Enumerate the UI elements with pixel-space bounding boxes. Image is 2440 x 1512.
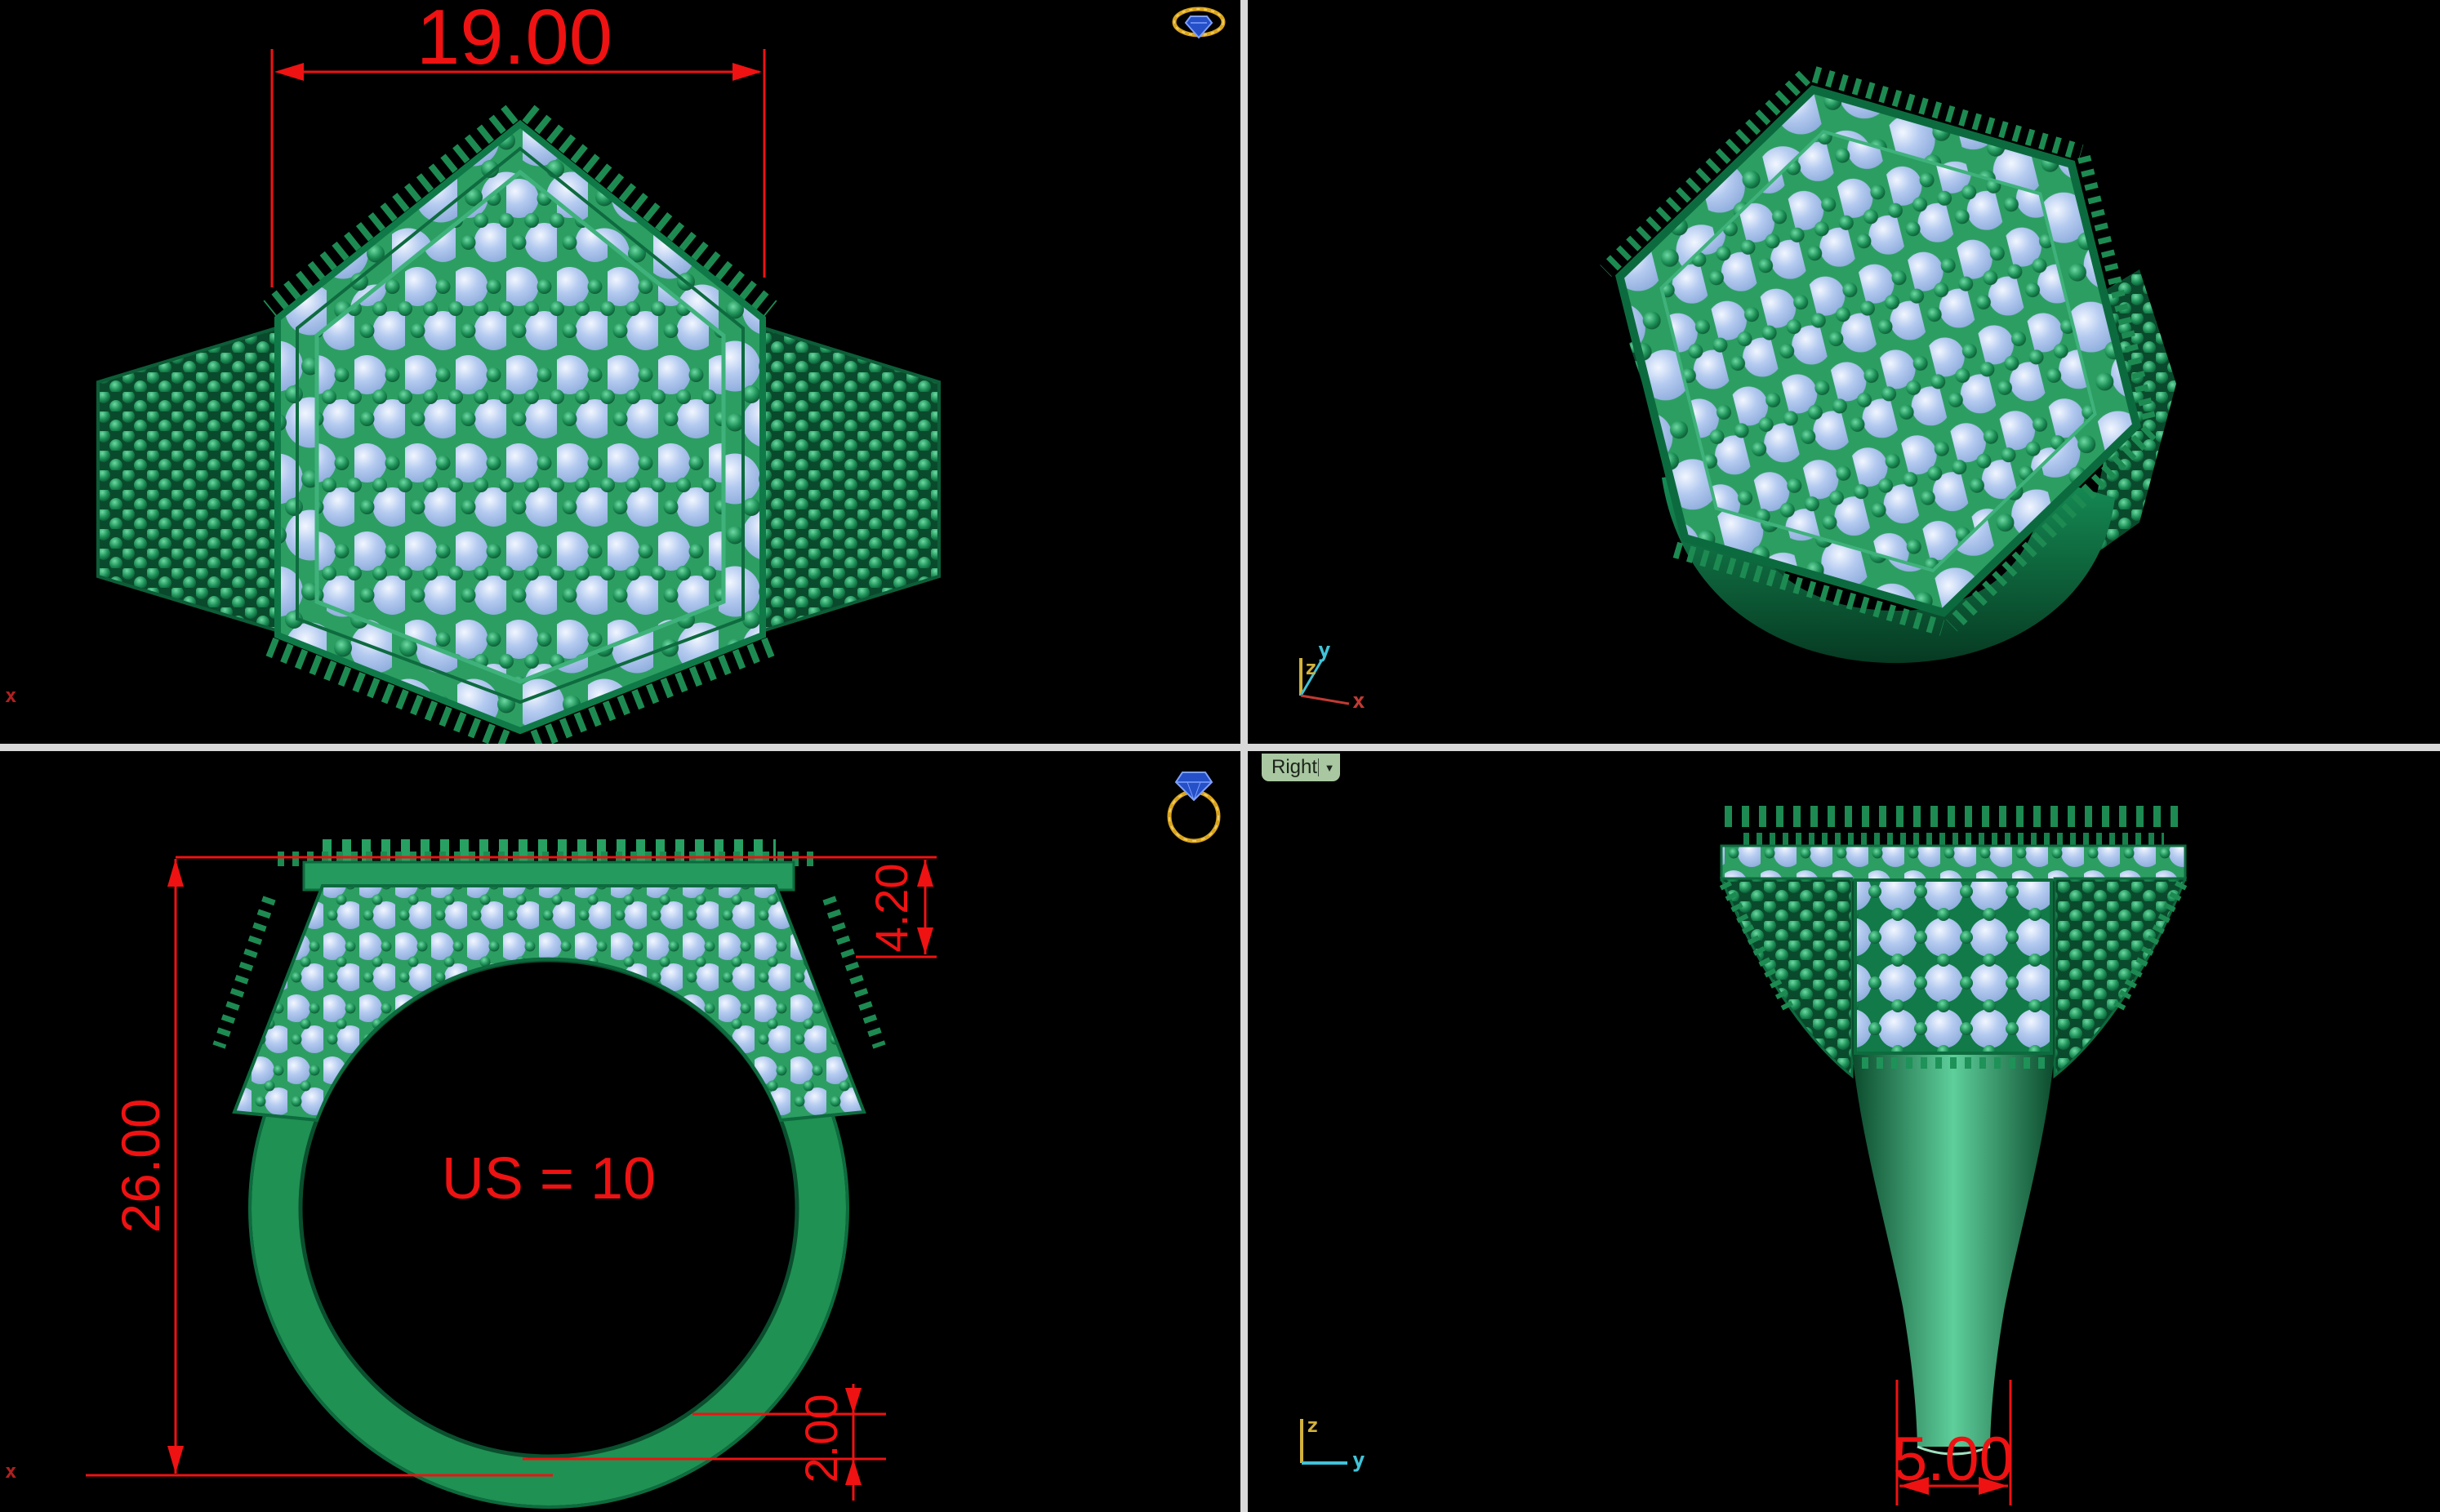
axis-x-label: x (5, 1460, 17, 1483)
vertical-splitter[interactable] (1240, 0, 1248, 1512)
right-view-render (1719, 806, 2188, 1505)
dim-shank-width: 5.00 (1893, 1425, 2014, 1494)
viewport-right-view[interactable] (1248, 750, 2440, 1512)
right-axis-gizmo (1300, 1419, 1347, 1465)
horizontal-splitter[interactable] (0, 744, 2440, 751)
tab-separator (1318, 758, 1319, 776)
ring-size-label: US = 10 (441, 1146, 657, 1212)
viewport-front-view[interactable] (0, 750, 1241, 1512)
viewport-perspective-view[interactable] (1248, 0, 2440, 744)
perspective-render (1600, 66, 2176, 664)
dim-head-height: 4.20 (866, 863, 917, 953)
front-view-render (86, 839, 937, 1509)
dim-band-thickness: 2.00 (795, 1394, 847, 1483)
ring-side-icon (1172, 7, 1226, 39)
perspective-axis-gizmo (1299, 658, 1350, 705)
axis-x-label: x (5, 684, 17, 707)
chevron-down-icon[interactable]: ▼ (1324, 761, 1335, 774)
viewport-title-tab[interactable]: Right ▼ (1262, 754, 1340, 781)
axis-y-label: y (1318, 638, 1331, 663)
ring-front-icon (1167, 772, 1221, 843)
dim-total-height: 26.00 (110, 1098, 171, 1234)
viewport-title[interactable]: Right (1271, 756, 1318, 778)
axis-x-label: x (1352, 689, 1365, 714)
axis-z-label: z (1305, 656, 1317, 679)
viewport-top-view[interactable] (0, 0, 1241, 744)
top-view-render (96, 49, 941, 744)
dim-head-width: 19.00 (416, 0, 613, 81)
axis-y-label: y (1352, 1448, 1365, 1473)
axis-z-label: z (1307, 1414, 1319, 1437)
